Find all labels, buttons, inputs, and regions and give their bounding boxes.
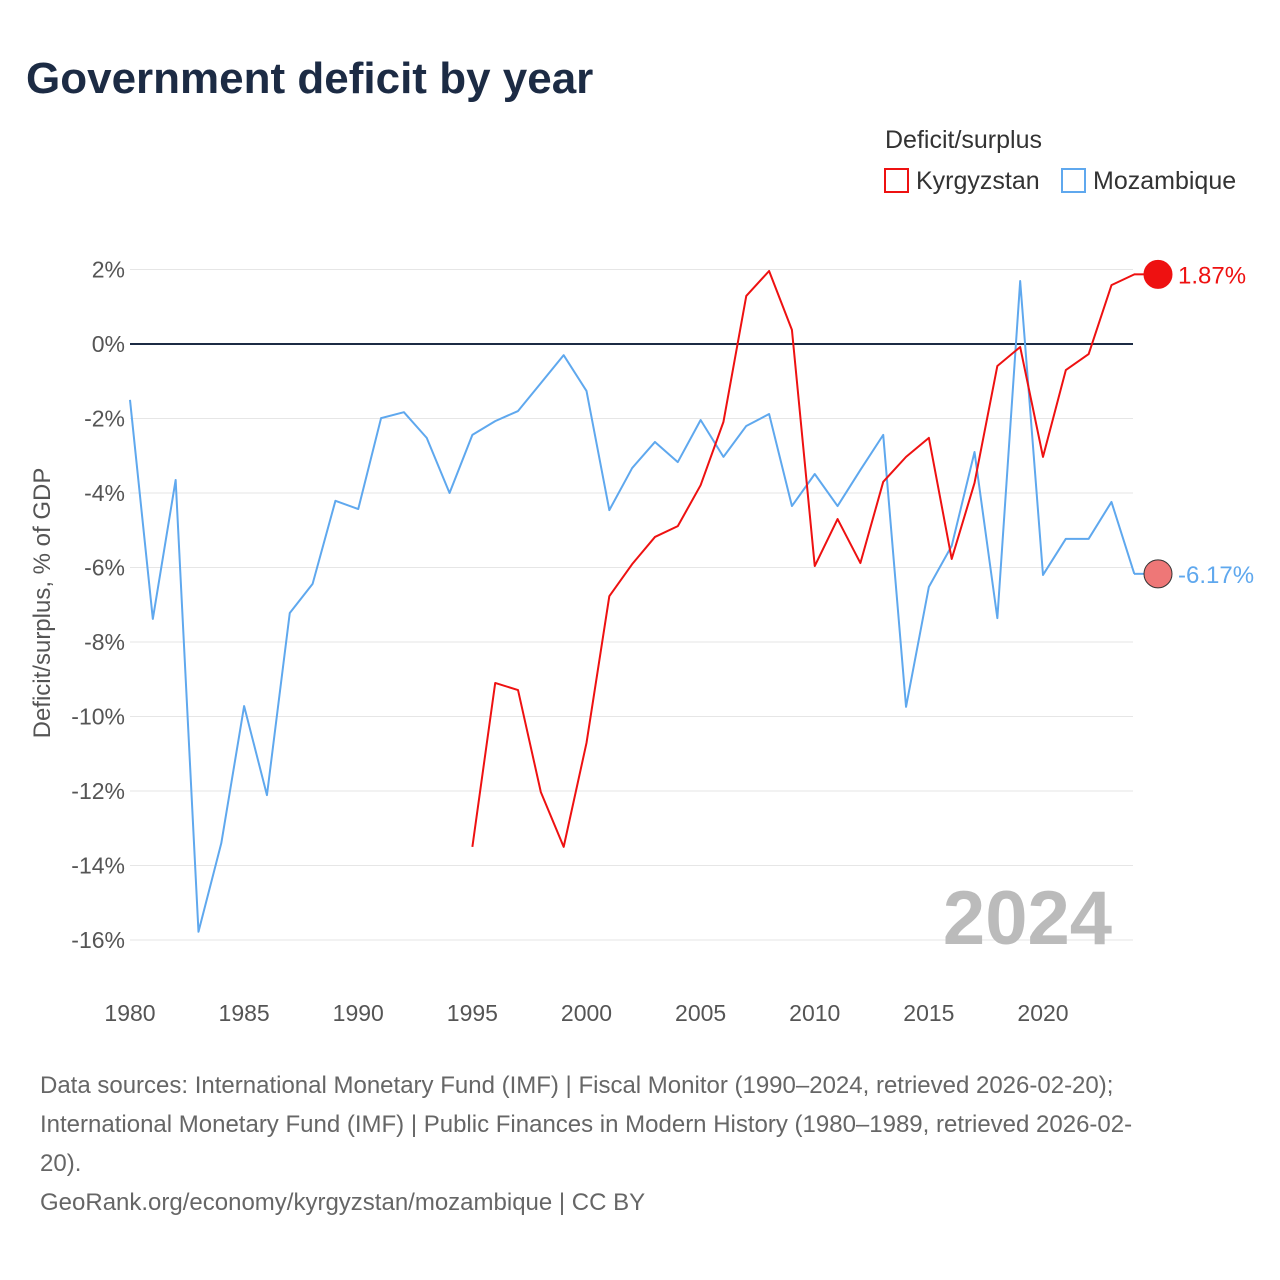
y-tick-label: -6% <box>84 555 125 581</box>
x-tick-label: 1985 <box>219 1000 270 1026</box>
y-tick-label: -4% <box>84 480 125 506</box>
y-tick-label: -10% <box>71 704 125 730</box>
credit-link[interactable]: GeoRank.org/economy/kyrgyzstan/mozambiqu… <box>40 1189 645 1216</box>
x-tick-label: 1980 <box>104 1000 155 1026</box>
y-tick-label: -16% <box>71 927 125 953</box>
flag-kyrgyzstan-icon <box>1143 259 1173 289</box>
legend-swatch-kyrgyzstan <box>884 168 909 193</box>
x-tick-label: 2010 <box>789 1000 840 1026</box>
flag-mozambique-icon <box>1143 559 1173 589</box>
end-value-label: 1.87% <box>1178 262 1246 289</box>
series-line-kyrgyzstan <box>471 269 1135 848</box>
chart-title: Government deficit by year <box>26 54 593 103</box>
x-tick-label: 2020 <box>1017 1000 1068 1026</box>
y-tick-label: -12% <box>71 778 125 804</box>
x-tick-label: 1995 <box>447 1000 498 1026</box>
year-watermark: 2024 <box>943 876 1112 961</box>
series-line-mozambique <box>129 280 1136 933</box>
source-line-2: International Monetary Fund (IMF) | Publ… <box>40 1111 1132 1138</box>
y-axis-label: Deficit/surplus, % of GDP <box>29 468 56 739</box>
grid: 2% 0% -2% -4% -6% -8% -10% -12% -14% -16% 1980 1985… <box>71 257 1133 1026</box>
legend: Kyrgyzstan Mozambique <box>884 167 1236 195</box>
y-tick-label: 0% <box>92 331 125 357</box>
legend-title: Deficit/surplus <box>885 126 1042 154</box>
source-line-1: Data sources: International Monetary Fun… <box>40 1072 1113 1099</box>
x-tick-label: 2000 <box>561 1000 612 1026</box>
legend-label-kyrgyzstan: Kyrgyzstan <box>916 167 1040 195</box>
y-tick-label: 2% <box>92 257 125 283</box>
y-tick-label: -8% <box>84 629 125 655</box>
legend-label-mozambique: Mozambique <box>1093 167 1236 195</box>
x-tick-label: 2015 <box>903 1000 954 1026</box>
legend-swatch-mozambique <box>1061 168 1086 193</box>
source-line-3: 20). <box>40 1150 81 1177</box>
series-group: -6.17% 1.87% <box>129 259 1254 933</box>
x-tick-label: 1990 <box>333 1000 384 1026</box>
y-tick-label: -2% <box>84 406 125 432</box>
x-tick-label: 2005 <box>675 1000 726 1026</box>
y-tick-label: -14% <box>71 853 125 879</box>
end-value-label: -6.17% <box>1178 562 1254 589</box>
